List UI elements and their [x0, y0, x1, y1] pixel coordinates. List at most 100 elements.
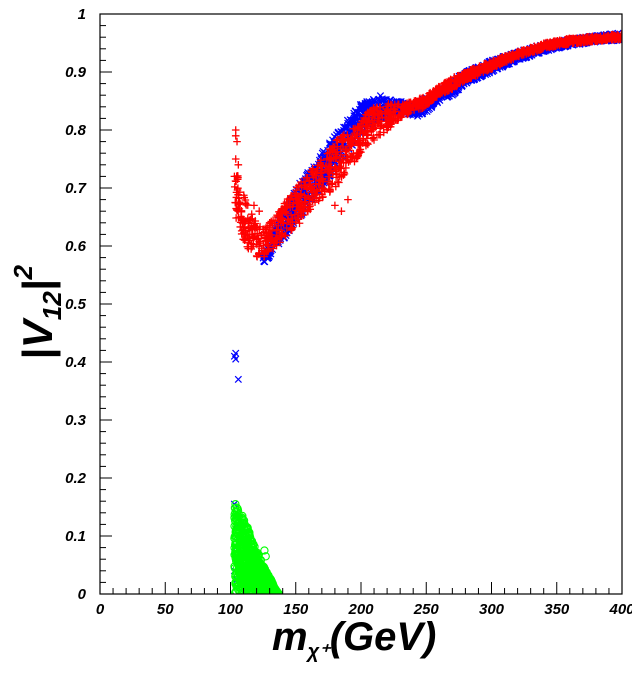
plus-marker — [316, 160, 325, 169]
plus-marker — [251, 219, 259, 228]
series-1-markers — [230, 30, 622, 261]
plus-marker — [236, 223, 245, 231]
circle-marker — [260, 546, 269, 555]
y-tick-label: 0.6 — [65, 238, 87, 255]
x-marker — [354, 108, 363, 117]
y-tick-label: 0.8 — [65, 122, 87, 139]
plus-marker — [346, 157, 354, 165]
plus-marker — [260, 252, 269, 261]
circle-marker — [238, 519, 247, 528]
plus-marker — [255, 207, 264, 215]
plus-marker — [344, 195, 352, 204]
plus-marker — [347, 135, 355, 144]
plus-marker — [327, 154, 336, 162]
plus-marker — [286, 203, 295, 211]
plus-marker — [394, 112, 403, 120]
plus-marker — [446, 80, 455, 89]
plus-marker — [331, 150, 340, 159]
plus-marker — [510, 51, 518, 60]
x-axis-label: mχ⁺(GeV) — [272, 615, 436, 663]
y-tick-label: 0.5 — [65, 296, 87, 313]
plus-marker — [324, 172, 333, 181]
plus-marker — [310, 186, 319, 195]
plus-marker — [360, 114, 368, 122]
plus-marker — [307, 167, 315, 176]
plus-marker — [369, 121, 378, 130]
plus-marker — [323, 149, 332, 158]
plus-marker — [337, 207, 346, 215]
y-tick-label: 0.7 — [65, 180, 87, 197]
plus-marker — [363, 131, 372, 139]
plus-marker — [424, 97, 433, 106]
circle-marker — [240, 539, 249, 548]
plus-marker — [329, 142, 337, 151]
x-tick-label: 400 — [608, 601, 632, 618]
plus-marker — [332, 170, 341, 179]
plus-marker — [287, 211, 295, 219]
circle-marker — [238, 582, 247, 591]
x-marker — [232, 355, 240, 363]
plus-marker — [361, 110, 370, 119]
plus-marker — [255, 237, 263, 246]
plus-marker — [339, 143, 347, 151]
plus-marker — [610, 34, 618, 42]
plus-marker — [334, 178, 342, 186]
plus-marker — [234, 184, 242, 192]
circle-marker — [233, 515, 242, 524]
plus-marker — [280, 199, 289, 208]
plus-marker — [345, 146, 353, 155]
plus-marker — [518, 47, 526, 56]
plus-marker — [234, 161, 243, 169]
plus-marker — [469, 71, 477, 80]
plot-frame — [99, 13, 623, 595]
plus-marker — [452, 82, 461, 91]
plus-marker — [340, 168, 348, 177]
x-marker — [318, 149, 326, 157]
plus-marker — [457, 73, 465, 82]
plus-marker — [236, 200, 245, 208]
circle-marker — [272, 586, 281, 594]
plus-marker — [284, 216, 293, 224]
plus-marker — [248, 242, 256, 251]
plus-marker — [536, 45, 544, 54]
circle-marker — [240, 556, 249, 566]
y-axis-label-tail: | — [14, 280, 61, 292]
y-tick-label: 0.4 — [65, 354, 87, 371]
x-tick-label: 300 — [479, 601, 505, 618]
y-axis-label: |V12|2 — [8, 265, 67, 360]
plus-marker — [523, 46, 532, 54]
plus-marker — [318, 168, 326, 177]
circle-marker — [261, 552, 270, 561]
plus-marker — [367, 127, 376, 135]
plus-marker — [313, 194, 321, 203]
plus-marker — [386, 109, 395, 117]
series-0-markers — [230, 29, 622, 584]
plus-marker — [262, 248, 271, 256]
plus-marker — [265, 219, 274, 227]
plus-marker — [249, 233, 257, 241]
plus-marker — [332, 182, 340, 191]
y-tick-label: 0.3 — [65, 412, 87, 429]
plus-marker — [274, 221, 283, 230]
plus-marker — [338, 155, 347, 164]
plus-marker — [244, 218, 253, 226]
plus-marker — [332, 136, 341, 145]
plus-marker — [244, 244, 253, 253]
plus-marker — [480, 60, 489, 68]
plus-marker — [304, 206, 312, 214]
plus-marker — [333, 135, 342, 144]
plus-marker — [331, 201, 339, 210]
plus-marker — [306, 180, 315, 188]
x-marker — [349, 118, 358, 126]
plus-marker — [275, 208, 283, 216]
plus-marker — [447, 77, 456, 86]
plus-marker — [266, 230, 275, 239]
plus-marker — [563, 39, 572, 48]
plus-marker — [416, 96, 424, 104]
plus-marker — [344, 158, 353, 166]
plus-marker — [255, 250, 263, 259]
plus-marker — [441, 87, 450, 96]
plus-marker — [389, 114, 398, 123]
y-tick-label: 0.1 — [65, 528, 86, 545]
x-tick-label: 150 — [283, 601, 309, 618]
